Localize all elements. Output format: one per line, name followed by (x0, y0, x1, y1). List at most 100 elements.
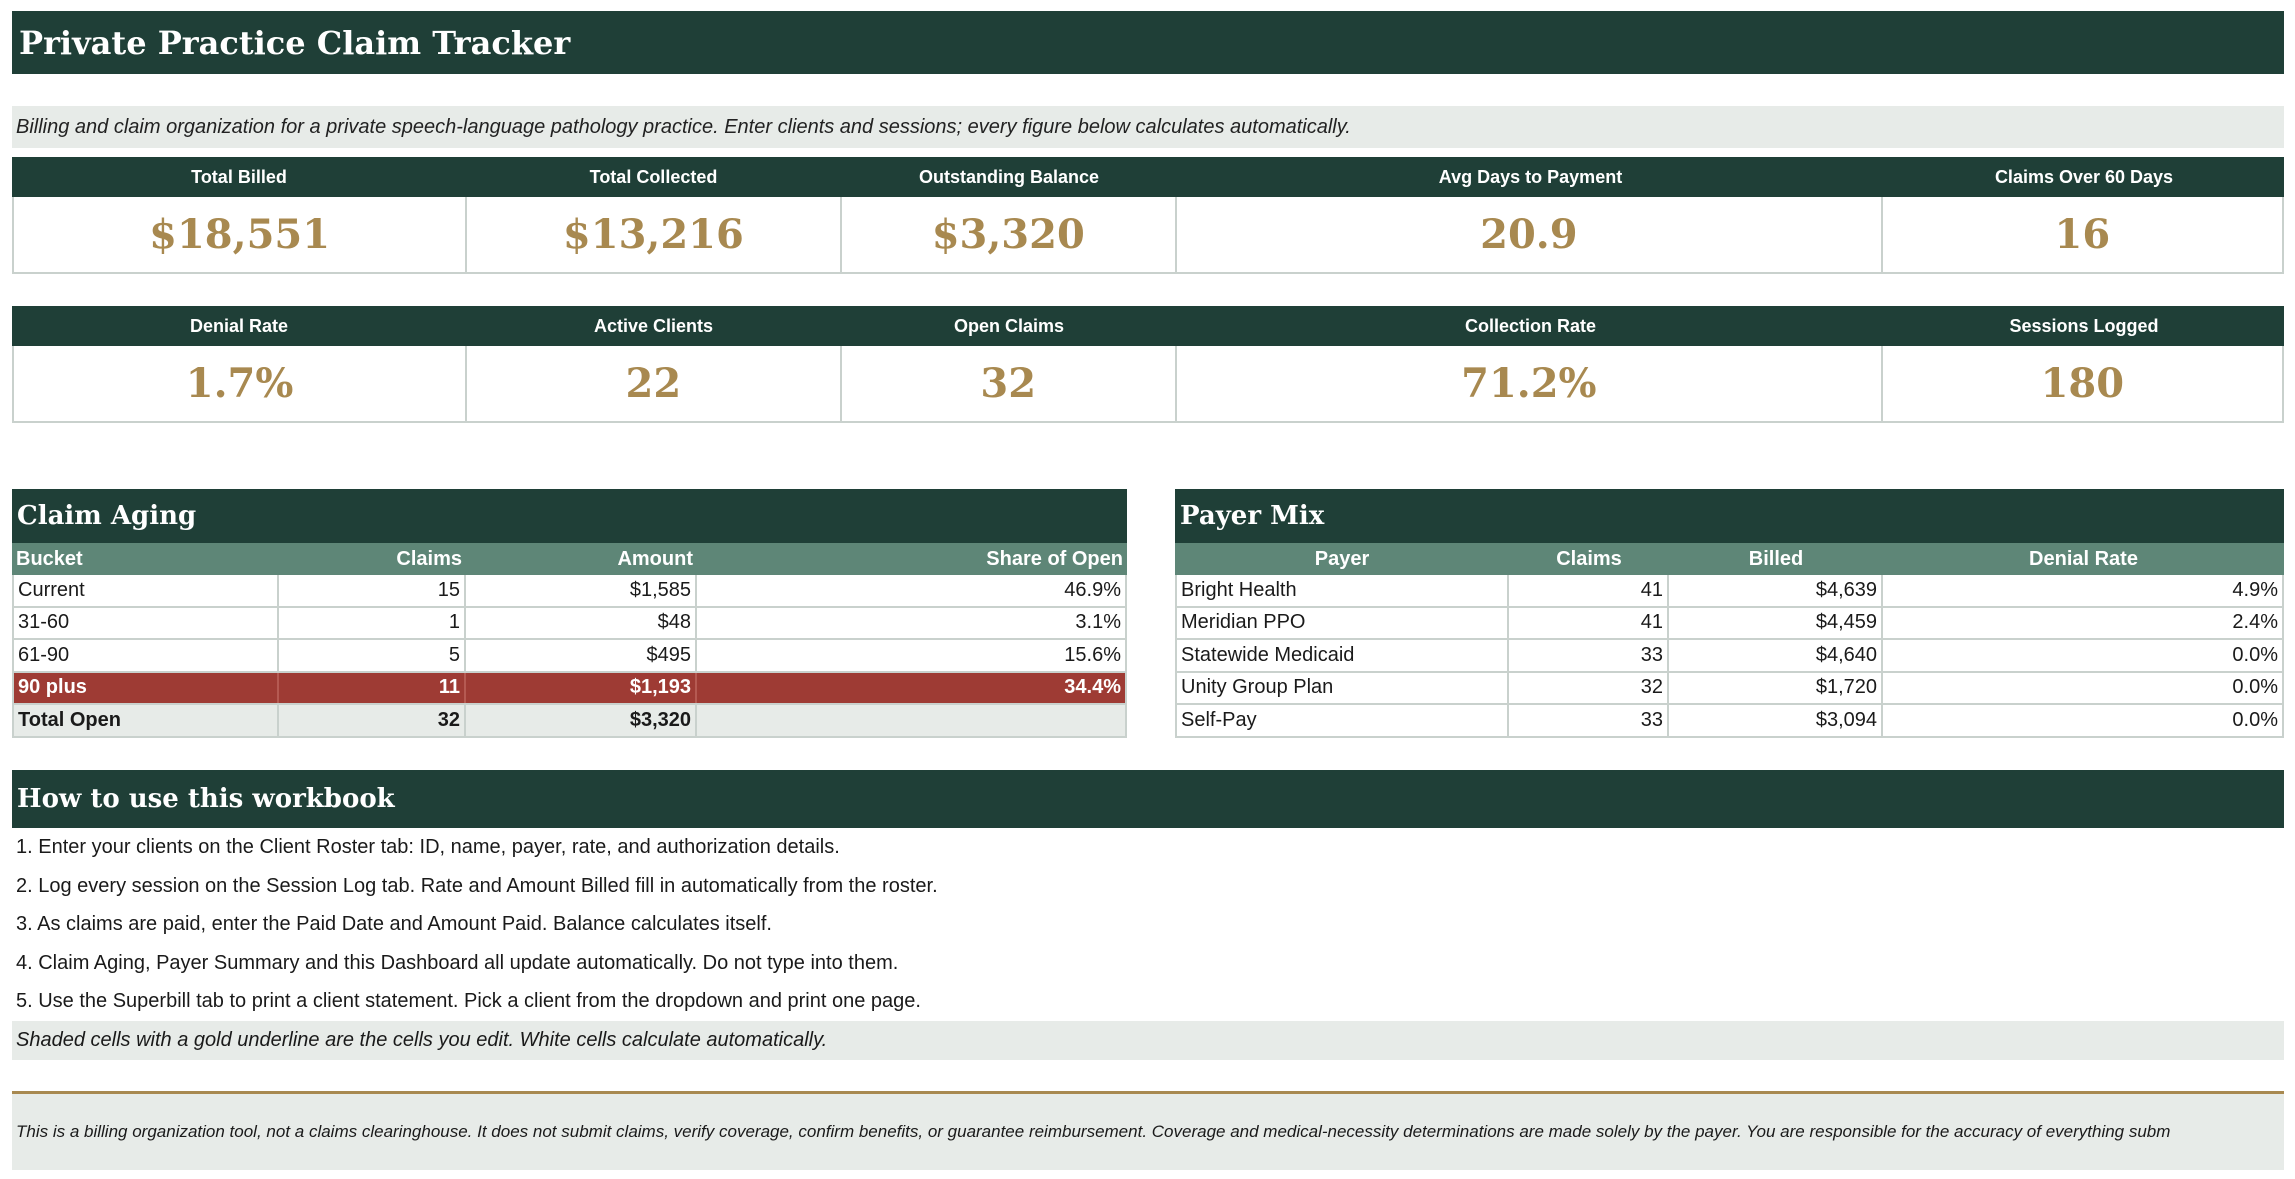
cell[interactable]: 32 (1509, 672, 1669, 703)
cell[interactable]: 0.0% (2232, 708, 2278, 731)
cell[interactable]: 2.4% (2232, 611, 2278, 634)
cell[interactable]: 11 (279, 672, 466, 703)
page-title: Private Practice Claim Tracker (19, 23, 571, 62)
kpi-outstanding-balance[interactable]: $3,320 (842, 197, 1177, 272)
kpi-claims-over-60-days[interactable]: 16 (2054, 211, 2111, 258)
kpi-collection-rate[interactable]: 71.2% (1177, 346, 1883, 421)
cell[interactable]: $3,320 (466, 705, 697, 736)
kpi-row-1-header: Total Billed Total Collected Outstanding… (12, 157, 2284, 197)
cell[interactable]: 0.0% (2232, 643, 2278, 666)
payer-mix-header: Payer Claims Billed Denial Rate (1175, 543, 2284, 575)
cell[interactable]: 1 (279, 607, 466, 638)
column-header: Share of Open (986, 547, 1123, 570)
column-header: Claims (1556, 547, 1622, 570)
cell[interactable]: $4,459 (1669, 607, 1883, 638)
cell[interactable]: 33 (1509, 705, 1669, 736)
payer-mix-title: Payer Mix (1175, 489, 2284, 543)
kpi-label: Open Claims (953, 315, 1065, 336)
kpi-row-1: Total Billed Total Collected Outstanding… (12, 157, 2284, 274)
table-row: 31-60 1 $48 3.1% (14, 607, 1125, 640)
kpi-row-2-header: Denial Rate Active Clients Open Claims C… (12, 306, 2284, 346)
kpi-total-collected[interactable]: $13,216 (467, 197, 842, 272)
cell[interactable]: 61-90 (14, 640, 279, 671)
howto-title: How to use this workbook (12, 770, 2284, 828)
howto-step: 2. Log every session on the Session Log … (16, 875, 938, 897)
howto-note: Shaded cells with a gold underline are t… (12, 1021, 2284, 1060)
kpi-row-2-values: 1.7% 22 32 71.2% 180 (12, 346, 2284, 423)
table-row: Unity Group Plan 32 $1,720 0.0% (1177, 672, 2282, 705)
cell[interactable]: 15.6% (1064, 643, 1121, 666)
cell[interactable]: 4.9% (2232, 578, 2278, 601)
page-subtitle: Billing and claim organization for a pri… (12, 106, 2284, 148)
cell[interactable]: 32 (279, 705, 466, 736)
kpi-row-2: Denial Rate Active Clients Open Claims C… (12, 306, 2284, 423)
disclaimer-divider (12, 1091, 2284, 1094)
cell[interactable]: Self-Pay (1177, 705, 1509, 736)
claim-aging-title: Claim Aging (12, 489, 1127, 543)
kpi-active-clients[interactable]: 22 (467, 346, 842, 421)
kpi-label: Total Billed (191, 166, 287, 187)
table-row: Self-Pay 33 $3,094 0.0% (1177, 705, 2282, 738)
cell[interactable]: $1,585 (466, 575, 697, 606)
cell[interactable]: 90 plus (14, 672, 279, 703)
kpi-avg-days-to-payment[interactable]: 20.9 (1177, 197, 1883, 272)
column-header: Claims (396, 547, 462, 570)
cell[interactable]: $1,193 (466, 672, 697, 703)
cell[interactable]: $4,640 (1669, 640, 1883, 671)
table-row: Statewide Medicaid 33 $4,640 0.0% (1177, 640, 2282, 673)
howto-step: 5. Use the Superbill tab to print a clie… (16, 990, 921, 1012)
kpi-label: Collection Rate (1464, 315, 1597, 336)
kpi-label: Avg Days to Payment (1438, 166, 1623, 187)
kpi-total-billed[interactable]: $18,551 (14, 197, 468, 272)
cell[interactable]: 41 (1509, 607, 1669, 638)
cell[interactable]: $48 (466, 607, 697, 638)
column-header: Bucket (16, 547, 83, 570)
kpi-open-claims[interactable]: 32 (842, 346, 1177, 421)
kpi-denial-rate[interactable]: 1.7% (14, 346, 468, 421)
table-row: 61-90 5 $495 15.6% (14, 640, 1125, 673)
cell[interactable]: Total Open (14, 705, 279, 736)
cell[interactable]: Unity Group Plan (1177, 672, 1509, 703)
claim-aging-body: Current 15 $1,585 46.9% 31-60 1 $48 3.1%… (12, 575, 1127, 738)
cell[interactable]: $1,720 (1669, 672, 1883, 703)
howto-step: 4. Claim Aging, Payer Summary and this D… (16, 952, 899, 974)
cell[interactable]: $4,639 (1669, 575, 1883, 606)
cell[interactable]: Statewide Medicaid (1177, 640, 1509, 671)
cell[interactable]: 31-60 (14, 607, 279, 638)
table-row: Bright Health 41 $4,639 4.9% (1177, 575, 2282, 608)
payer-mix-body: Bright Health 41 $4,639 4.9% Meridian PP… (1175, 575, 2284, 738)
kpi-label: Denial Rate (189, 315, 289, 336)
column-header: Denial Rate (2029, 547, 2138, 570)
cell[interactable]: 41 (1509, 575, 1669, 606)
kpi-sessions-logged[interactable]: 180 (2040, 360, 2125, 407)
cell[interactable]: $3,094 (1669, 705, 1883, 736)
column-header: Payer (1314, 547, 1370, 570)
cell[interactable]: 15 (279, 575, 466, 606)
payer-mix-section: Payer Mix Payer Claims Billed Denial Rat… (1175, 489, 2284, 738)
cell[interactable]: 33 (1509, 640, 1669, 671)
table-row-total: Total Open 32 $3,320 (14, 705, 1125, 738)
disclaimer-text: This is a billing organization tool, not… (12, 1094, 2284, 1170)
column-header: Billed (1748, 547, 1804, 570)
table-row-alert: 90 plus 11 $1,193 34.4% (14, 672, 1125, 705)
howto-step: 1. Enter your clients on the Client Rost… (16, 836, 840, 858)
kpi-label: Claims Over 60 Days (1994, 166, 2174, 187)
kpi-label: Outstanding Balance (918, 166, 1100, 187)
cell[interactable] (697, 705, 1125, 736)
cell[interactable]: Meridian PPO (1177, 607, 1509, 638)
cell[interactable]: 0.0% (2232, 676, 2278, 699)
cell[interactable]: 3.1% (1075, 611, 1121, 634)
cell[interactable]: $495 (466, 640, 697, 671)
cell[interactable]: Bright Health (1177, 575, 1509, 606)
column-header: Amount (617, 547, 693, 570)
kpi-label: Active Clients (593, 315, 714, 336)
cell[interactable]: 46.9% (1064, 578, 1121, 601)
howto-step: 3. As claims are paid, enter the Paid Da… (16, 913, 772, 935)
cell[interactable]: 5 (279, 640, 466, 671)
table-row: Current 15 $1,585 46.9% (14, 575, 1125, 608)
cell[interactable]: 34.4% (1064, 676, 1121, 699)
claim-aging-header: Bucket Claims Amount Share of Open (12, 543, 1127, 575)
claim-aging-section: Claim Aging Bucket Claims Amount Share o… (12, 489, 1127, 738)
cell[interactable]: Current (14, 575, 279, 606)
table-row: Meridian PPO 41 $4,459 2.4% (1177, 607, 2282, 640)
